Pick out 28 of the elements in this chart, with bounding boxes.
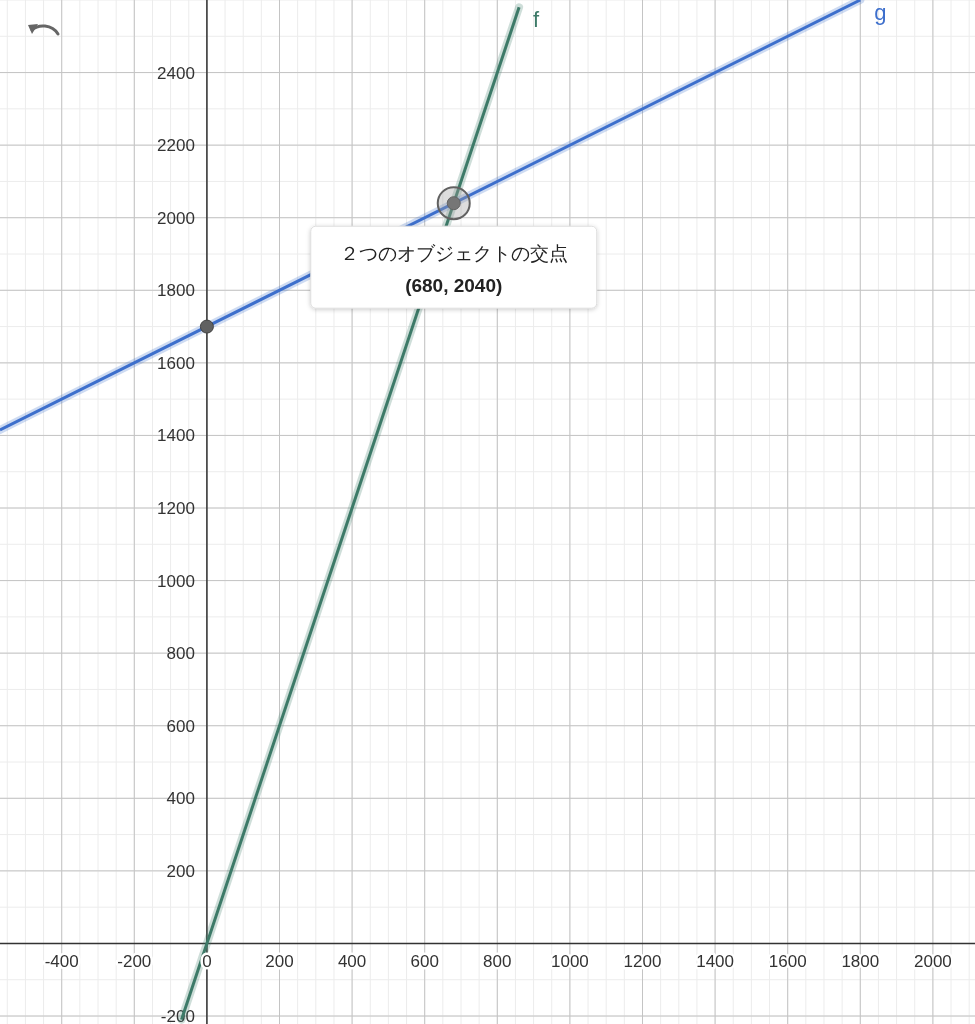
series-label: f <box>533 7 541 33</box>
x-tick-label: 1200 <box>623 952 662 972</box>
x-tick-label: 1000 <box>550 952 589 972</box>
x-tick-label: 600 <box>410 952 439 972</box>
y-tick-label: 400 <box>166 789 195 809</box>
x-tick-label: -400 <box>44 952 79 972</box>
y-tick-label: 2400 <box>157 63 195 83</box>
y-tick-label: 200 <box>166 861 195 881</box>
annotation: (680, 2040) <box>405 275 503 297</box>
x-tick-label: 800 <box>483 952 512 972</box>
y-tick-label: 1000 <box>157 571 195 591</box>
y-tick-label: 800 <box>166 644 195 664</box>
x-tick-label: 2000 <box>913 952 952 972</box>
annotation: ２つのオブジェクトの交点 <box>339 243 568 265</box>
x-tick-label: 1400 <box>696 952 735 972</box>
y-tick-label: 1600 <box>157 353 195 373</box>
x-tick-label: 1800 <box>841 952 880 972</box>
y-tick-label: 1800 <box>157 281 195 301</box>
y-tick-label: 2200 <box>157 136 195 156</box>
x-tick-label: 1600 <box>768 952 807 972</box>
y-tick-label: 2000 <box>157 208 195 228</box>
series-label: g <box>874 0 887 25</box>
y-tick-label: 600 <box>166 716 195 736</box>
x-tick-label: -200 <box>117 952 152 972</box>
y-tick-label: 1200 <box>157 499 195 519</box>
x-tick-label: 400 <box>337 952 367 972</box>
y-tick-label: 1400 <box>157 426 195 446</box>
x-tick-label: 200 <box>265 952 294 972</box>
